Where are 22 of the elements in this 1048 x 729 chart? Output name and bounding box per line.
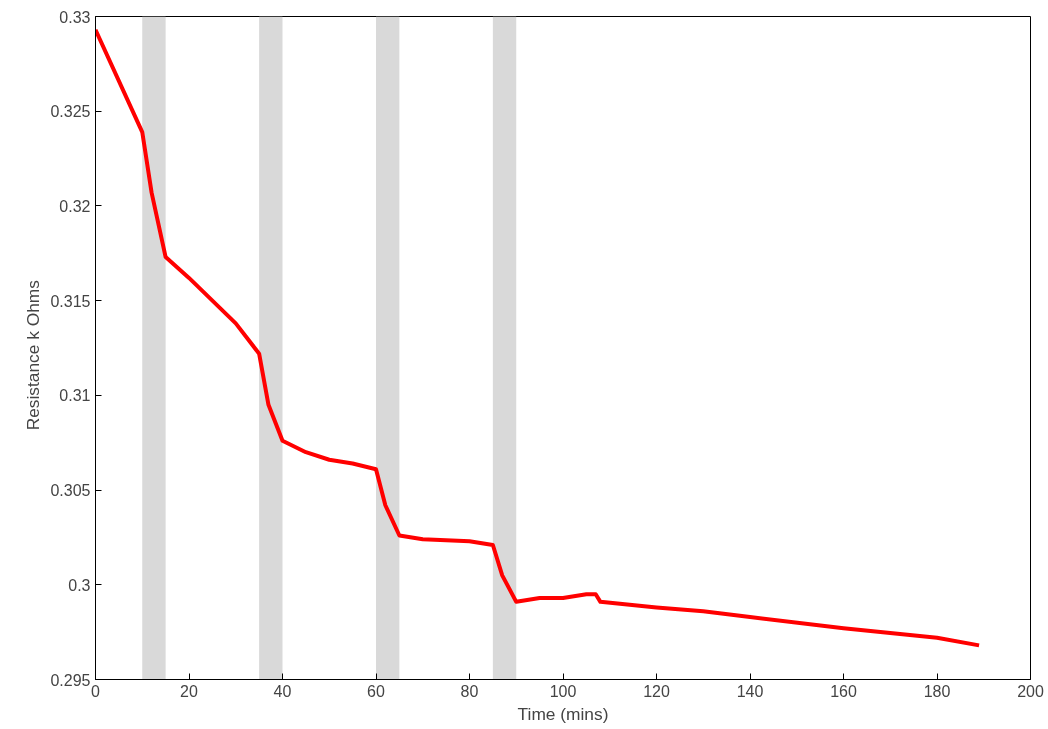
y-tick-label: 0.325 (50, 103, 91, 121)
x-tick-label: 120 (643, 682, 670, 700)
y-tick-label: 0.33 (59, 8, 91, 26)
x-axis-title: Time (mins) (517, 703, 609, 724)
x-tick-label: 60 (367, 682, 385, 700)
x-tick-label: 140 (736, 682, 764, 700)
x-tick-label: 0 (91, 682, 101, 700)
y-axis-title: Resistance k Ohms (23, 279, 44, 431)
y-tick-label: 0.305 (50, 482, 91, 500)
line-series (95, 27, 982, 648)
y-tick-label: 0.295 (50, 671, 91, 689)
y-tick-label: 0.315 (50, 292, 91, 310)
x-tick-label: 40 (273, 682, 292, 700)
x-tick-label: 200 (1017, 682, 1044, 700)
y-tick-label: 0.32 (59, 197, 91, 215)
x-tick-label: 80 (460, 682, 479, 700)
x-tick-label: 20 (180, 682, 198, 700)
x-tick-label: 160 (830, 682, 857, 700)
x-tick-label: 180 (923, 682, 951, 700)
y-tick-label: 0.31 (59, 387, 91, 405)
x-tick-label: 100 (549, 682, 577, 700)
y-tick-label: 0.3 (68, 576, 91, 594)
